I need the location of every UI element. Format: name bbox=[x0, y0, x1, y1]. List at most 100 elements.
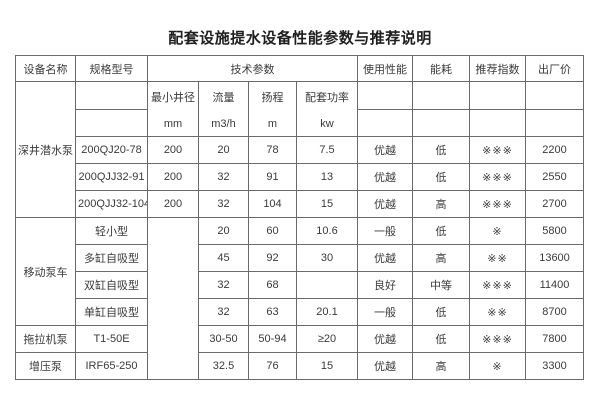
cell-price: 13600 bbox=[525, 244, 584, 272]
pump-spec-table: 设备名称 规格型号 技术参数 使用性能 能耗 推荐指数 出厂价 深井潜水泵 最小… bbox=[15, 55, 584, 380]
tech-unit: m3/h bbox=[211, 117, 236, 130]
page-title: 配套设施提水设备性能参数与推荐说明 bbox=[168, 30, 432, 47]
cell-flow: 20 bbox=[198, 217, 249, 245]
table-row: 多缸自吸型 45 92 30 优越 高 ※※ 13600 bbox=[16, 244, 584, 272]
empty-cell bbox=[412, 80, 470, 111]
cell-head: 91 bbox=[248, 163, 297, 191]
subheader-head: 扬程 m bbox=[248, 81, 297, 137]
cell-price: 2200 bbox=[525, 136, 584, 164]
tech-label: 配套功率 bbox=[305, 91, 349, 104]
cell-well-diameter: 200 bbox=[147, 190, 199, 218]
cell-power bbox=[296, 271, 358, 299]
cell-energy: 中等 bbox=[412, 271, 470, 299]
group-cell-tractor-pump: 拖拉机泵 bbox=[15, 325, 76, 353]
cell-performance: 优越 bbox=[357, 136, 413, 164]
cell-recommend: ※※※ bbox=[469, 271, 526, 299]
cell-energy: 低 bbox=[412, 163, 470, 191]
cell-well-diameter: 200 bbox=[147, 136, 199, 164]
empty-cell bbox=[469, 80, 526, 111]
cell-model: 200QJJ32-104 bbox=[75, 190, 148, 218]
cell-power: 15 bbox=[296, 352, 358, 380]
table-row: 200QJJ32-91 200 32 91 13 优越 低 ※※※ 2550 bbox=[16, 163, 584, 191]
table-row: 双缸自吸型 32 68 良好 中等 ※※※ 11400 bbox=[16, 271, 584, 299]
cell-recommend: ※ bbox=[469, 352, 526, 380]
cell-recommend: ※※ bbox=[469, 244, 526, 272]
cell-price: 7800 bbox=[525, 325, 584, 353]
cell-model: 200QJJ32-91 bbox=[75, 163, 148, 191]
col-header-performance: 使用性能 bbox=[357, 55, 413, 82]
table-row: 单缸自吸型 32 63 20.1 一般 低 ※※ 8700 bbox=[16, 298, 584, 326]
table-header-row: 设备名称 规格型号 技术参数 使用性能 能耗 推荐指数 出厂价 bbox=[15, 55, 584, 82]
cell-head: 78 bbox=[248, 136, 297, 164]
group-cell-mobile-pump-truck: 移动泵车 bbox=[15, 217, 76, 326]
cell-price: 11400 bbox=[525, 271, 584, 299]
empty-cell bbox=[412, 109, 470, 137]
cell-well-diameter: 200 bbox=[147, 163, 199, 191]
empty-cell bbox=[357, 109, 413, 137]
tech-unit: kw bbox=[320, 117, 334, 130]
table-row: 200QJ20-78 200 20 78 7.5 优越 低 ※※※ 2200 bbox=[16, 136, 584, 164]
tech-unit: m bbox=[267, 117, 278, 130]
empty-cell bbox=[469, 109, 526, 137]
cell-power: 15 bbox=[296, 190, 358, 218]
col-header-price: 出厂价 bbox=[525, 55, 584, 82]
col-header-tech-params: 技术参数 bbox=[147, 55, 358, 82]
cell-performance: 良好 bbox=[357, 271, 413, 299]
cell-price: 2550 bbox=[525, 163, 584, 191]
group-cell-deep-well-pump: 深井潜水泵 bbox=[15, 81, 76, 218]
cell-head: 104 bbox=[248, 190, 297, 218]
cell-energy: 低 bbox=[412, 298, 470, 326]
cell-price: 8700 bbox=[525, 298, 584, 326]
cell-head: 60 bbox=[248, 217, 297, 245]
cell-recommend: ※※※ bbox=[469, 190, 526, 218]
col-header-equipment: 设备名称 bbox=[15, 55, 76, 82]
cell-performance: 优越 bbox=[357, 352, 413, 380]
subheader-power: 配套功率 kw bbox=[296, 81, 358, 137]
cell-price: 3300 bbox=[525, 352, 584, 380]
tech-label: 扬程 bbox=[261, 91, 284, 104]
cell-performance: 优越 bbox=[357, 244, 413, 272]
col-header-recommend: 推荐指数 bbox=[469, 55, 526, 82]
cell-performance: 优越 bbox=[357, 163, 413, 191]
cell-model: 轻小型 bbox=[75, 217, 148, 245]
tech-label: 流量 bbox=[212, 91, 235, 104]
cell-performance: 一般 bbox=[357, 217, 413, 245]
cell-energy: 高 bbox=[412, 244, 470, 272]
cell-power: 20.1 bbox=[296, 298, 358, 326]
cell-recommend: ※ bbox=[469, 217, 526, 245]
table-subheader-row: 深井潜水泵 最小井径 mm 流量 m3/h 扬程 m bbox=[15, 80, 584, 218]
table-row: 200QJJ32-104 200 32 104 15 优越 高 ※※※ 2700 bbox=[16, 190, 584, 218]
cell-flow: 45 bbox=[198, 244, 249, 272]
col-header-energy: 能耗 bbox=[412, 55, 470, 82]
empty-cell bbox=[75, 80, 148, 111]
cell-flow: 32 bbox=[198, 298, 249, 326]
cell-flow: 32 bbox=[198, 190, 249, 218]
cell-recommend: ※※ bbox=[469, 298, 526, 326]
cell-flow: 32 bbox=[198, 163, 249, 191]
cell-model: 200QJ20-78 bbox=[75, 136, 148, 164]
empty-cell bbox=[525, 80, 584, 111]
cell-model: 单缸自吸型 bbox=[75, 298, 148, 326]
cell-energy: 低 bbox=[412, 325, 470, 353]
cell-recommend: ※※※ bbox=[469, 136, 526, 164]
tech-label: 最小井径 bbox=[151, 91, 195, 104]
cell-head: 92 bbox=[248, 244, 297, 272]
empty-cell bbox=[525, 109, 584, 137]
cell-power: 13 bbox=[296, 163, 358, 191]
cell-flow: 30-50 bbox=[198, 325, 249, 353]
cell-well-diameter-merged-empty bbox=[147, 217, 199, 380]
cell-performance: 优越 bbox=[357, 190, 413, 218]
cell-energy: 低 bbox=[412, 217, 470, 245]
cell-energy: 低 bbox=[412, 136, 470, 164]
cell-energy: 高 bbox=[412, 190, 470, 218]
cell-head: 68 bbox=[248, 271, 297, 299]
subheader-flow: 流量 m3/h bbox=[198, 81, 249, 137]
cell-flow: 20 bbox=[198, 136, 249, 164]
group-cell-booster-pump: 增压泵 bbox=[15, 352, 76, 380]
cell-price: 5800 bbox=[525, 217, 584, 245]
cell-flow: 32 bbox=[198, 271, 249, 299]
cell-model: IRF65-250 bbox=[75, 352, 148, 380]
subheader-min-well-diameter: 最小井径 mm bbox=[147, 81, 199, 137]
cell-power: 30 bbox=[296, 244, 358, 272]
